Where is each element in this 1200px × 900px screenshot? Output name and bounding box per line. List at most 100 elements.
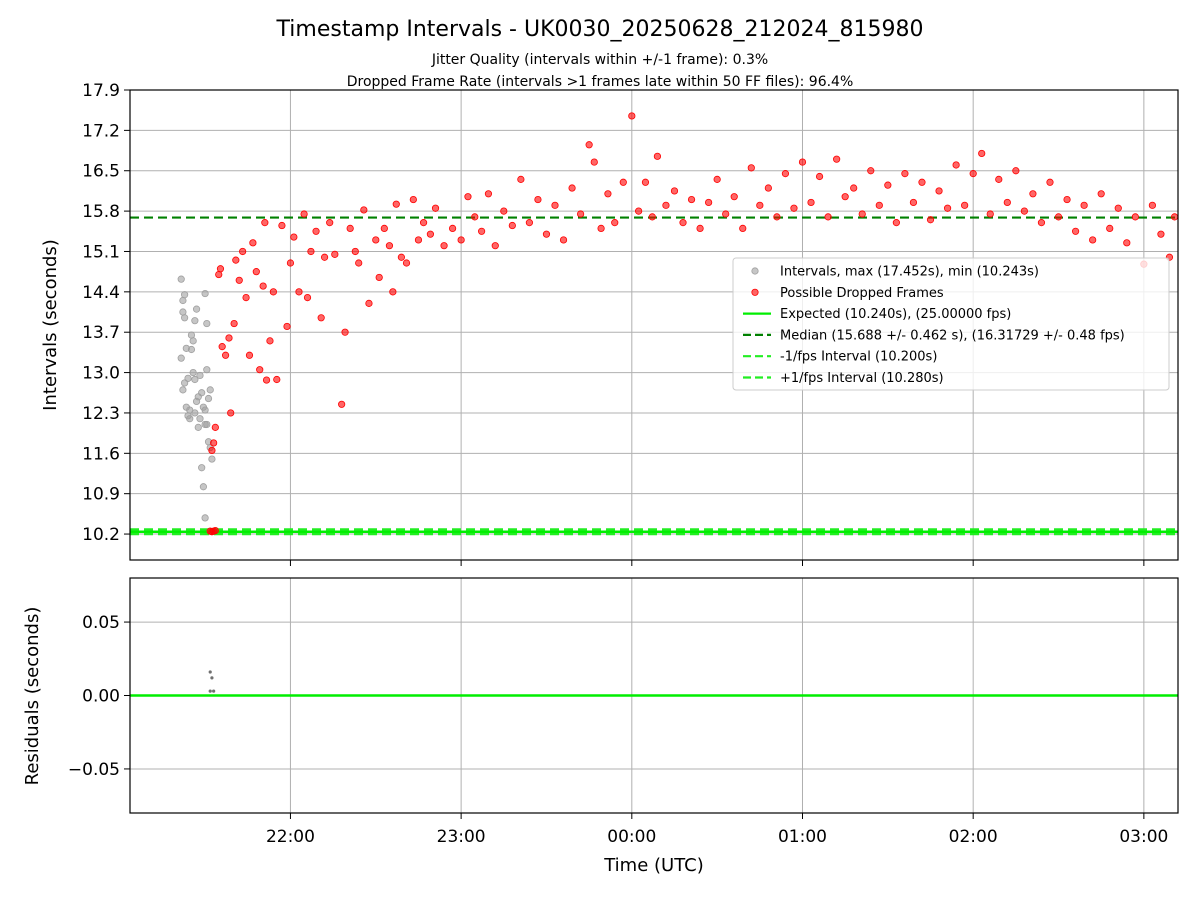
dropped-frame-point-11 <box>227 409 235 417</box>
dropped-frame-point-19 <box>249 239 257 247</box>
dropped-frame-point-71 <box>517 175 525 183</box>
dropped-frame-point-105 <box>790 204 798 212</box>
dropped-frame-point-60 <box>431 204 440 212</box>
dropped-frame-point-119 <box>909 198 918 207</box>
residuals-panel: 0.05 0.00 −0.05 22:00 23:00 00:00 01:00 02:00 0… <box>22 577 1179 876</box>
dropped-frame-point-44 <box>351 247 359 256</box>
dropped-frame-point-79 <box>585 141 593 149</box>
interval-point-14 <box>189 337 197 345</box>
dropped-frame-point-39 <box>326 219 334 227</box>
dropped-frame-point-91 <box>670 187 679 195</box>
dropped-frame-point-77 <box>568 184 576 192</box>
dropped-frame-point-82 <box>604 190 612 198</box>
dropped-frame-point-113 <box>858 210 866 218</box>
dropped-frame-point-74 <box>542 230 551 238</box>
chart-subtitle-dropped: Dropped Frame Rate (intervals >1 frames … <box>347 74 854 90</box>
dropped-frame-point-90 <box>662 201 670 209</box>
intervals-ytick-label-5: 14.4 <box>82 283 120 303</box>
x-tick-label-0: 22:00 <box>266 827 315 847</box>
x-tick-label-5: 03:00 <box>1119 827 1168 847</box>
dropped-frame-point-58 <box>419 219 428 227</box>
dropped-frame-point-135 <box>1046 178 1054 186</box>
interval-point-22 <box>191 317 199 325</box>
dropped-frame-point-101 <box>756 201 764 209</box>
dropped-frame-point-10 <box>221 351 230 359</box>
interval-point-30 <box>203 366 211 374</box>
dropped-frame-point-61 <box>440 242 448 250</box>
dropped-frame-point-102 <box>764 184 772 192</box>
residual-point-1 <box>210 676 214 680</box>
dropped-frame-point-145 <box>1131 213 1139 221</box>
dropped-frame-point-117 <box>892 219 900 227</box>
interval-point-9 <box>179 386 187 394</box>
dropped-frame-point-143 <box>1114 204 1122 212</box>
intervals-points <box>177 112 1179 536</box>
interval-point-2 <box>181 291 189 299</box>
dropped-frame-point-97 <box>722 210 730 218</box>
dropped-frame-point-8 <box>216 265 225 273</box>
legend-label-3: Median (15.688 +/- 0.462 s), (16.31729 +… <box>780 328 1125 343</box>
dropped-frame-point-114 <box>867 167 875 175</box>
dropped-frame-point-138 <box>1071 227 1080 235</box>
dropped-frame-point-45 <box>355 259 363 267</box>
legend-label-4: -1/fps Interval (10.200s) <box>780 350 937 365</box>
intervals-ytick-label-2: 16.5 <box>82 162 120 182</box>
dropped-frame-point-112 <box>850 184 858 192</box>
interval-point-8 <box>184 374 192 382</box>
dropped-frame-point-116 <box>884 181 892 189</box>
dropped-frame-point-17 <box>242 294 250 302</box>
legend-label-1: Possible Dropped Frames <box>780 286 944 301</box>
dropped-frame-point-50 <box>380 224 388 233</box>
legend-label-0: Intervals, max (17.452s), min (10.243s) <box>780 265 1039 280</box>
legend-box <box>732 257 1170 391</box>
dropped-frame-point-81 <box>597 224 605 233</box>
dropped-frame-point-108 <box>815 172 824 181</box>
dropped-frame-point-73 <box>534 195 542 204</box>
dropped-frame-point-84 <box>619 178 627 186</box>
intervals-ytick-label-7: 13.0 <box>82 364 120 384</box>
interval-point-31 <box>203 420 211 429</box>
dropped-frame-point-111 <box>841 193 849 201</box>
dropped-frame-point-26 <box>269 288 277 296</box>
dropped-frame-point-115 <box>875 201 883 209</box>
dropped-frame-point-106 <box>798 158 807 166</box>
residuals-ytick-label-1: 0.00 <box>82 687 120 707</box>
dropped-frame-point-43 <box>346 224 354 233</box>
interval-point-4 <box>181 314 189 322</box>
residuals-x-ticks: 22:00 23:00 00:00 01:00 02:00 03:00 <box>266 813 1168 847</box>
dropped-frame-point-21 <box>256 366 264 374</box>
dropped-frame-point-29 <box>283 322 291 331</box>
interval-point-21 <box>192 305 201 313</box>
intervals-ytick-label-6: 13.7 <box>82 323 120 343</box>
intervals-ytick-label-1: 17.2 <box>82 121 120 141</box>
dropped-frame-point-64 <box>464 193 472 201</box>
intervals-y-ticks: 17.9 17.2 16.5 15.8 15.1 14.4 13.7 13.0 12.3 11.6… <box>82 81 130 545</box>
dropped-frame-point-96 <box>713 175 721 183</box>
dropped-frame-point-16 <box>239 247 247 256</box>
dropped-frame-point-144 <box>1123 239 1131 247</box>
interval-point-0 <box>177 275 185 283</box>
dropped-frame-point-72 <box>525 219 534 227</box>
residual-point-0 <box>208 670 212 674</box>
intervals-panel: 17.9 17.2 16.5 15.8 15.1 14.4 13.7 13.0 12.3 11.6… <box>40 81 1179 566</box>
dropped-frame-point-125 <box>961 201 969 209</box>
dropped-frame-point-136 <box>1054 213 1063 221</box>
intervals-ytick-label-8: 12.3 <box>82 404 120 424</box>
intervals-ytick-label-9: 11.6 <box>82 444 120 464</box>
interval-point-44 <box>194 423 202 431</box>
dropped-frame-point-132 <box>1020 207 1028 215</box>
dropped-frame-point-65 <box>471 213 479 221</box>
residual-point-3 <box>212 689 216 693</box>
interval-point-37 <box>206 386 214 394</box>
dropped-frame-point-51 <box>385 242 394 250</box>
x-tick-label-3: 01:00 <box>778 827 827 847</box>
dropped-frame-point-95 <box>705 198 713 207</box>
interval-point-43 <box>186 406 194 414</box>
chart-title: Timestamp Intervals - UK0030_20250628_21… <box>276 17 924 42</box>
dropped-frame-point-147 <box>1148 201 1156 209</box>
dropped-frame-point-120 <box>918 178 926 186</box>
residuals-y-ticks: 0.05 0.00 −0.05 <box>68 613 130 780</box>
interval-point-24 <box>198 464 206 472</box>
dropped-frame-point-42 <box>341 328 349 336</box>
dropped-frame-point-23 <box>261 219 269 227</box>
